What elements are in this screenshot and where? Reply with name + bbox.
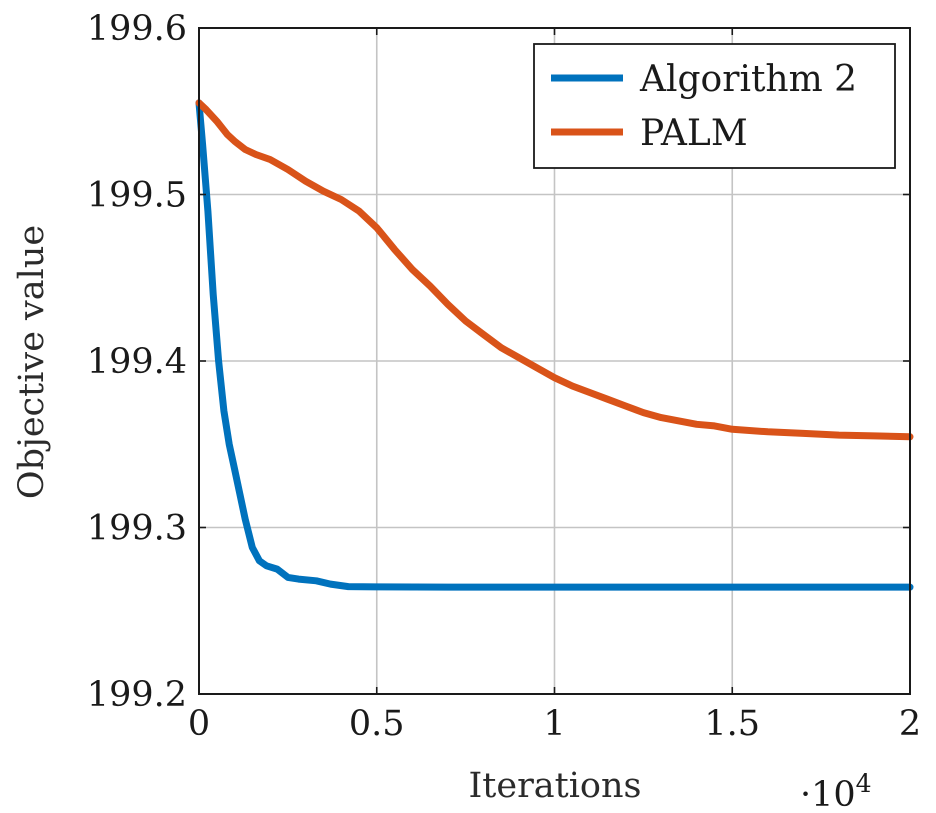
x-axis-scale-base: ·10 [800, 775, 856, 813]
x-tick-label: 1 [543, 704, 565, 744]
x-tick-label: 1.5 [704, 704, 760, 744]
legend-label-algorithm-2: Algorithm 2 [639, 59, 857, 100]
x-axis-ticks: 0 0.5 1 1.5 2 [188, 28, 921, 744]
legend-box [533, 43, 896, 169]
series-layer [195, 99, 914, 591]
x-axis-scale-exponent: 4 [856, 769, 872, 798]
y-tick-label: 199.3 [87, 509, 187, 549]
y-tick-label: 199.2 [87, 675, 187, 715]
legend: Algorithm 2 PALM [533, 43, 896, 169]
x-axis-scale-factor: ·104 [800, 769, 872, 813]
x-tick-label: 2 [899, 704, 921, 744]
y-tick-label: 199.5 [87, 176, 187, 216]
series-line-palm [195, 99, 914, 441]
x-axis-label: Iterations [468, 766, 641, 806]
y-axis-label: Objective value [12, 225, 52, 499]
y-tick-label: 199.6 [87, 9, 187, 49]
y-axis-ticks: 199.2 199.3 199.4 199.5 199.6 [87, 9, 910, 715]
series-line-algorithm-2 [195, 99, 914, 591]
legend-label-palm: PALM [640, 113, 748, 154]
x-tick-label: 0.5 [349, 704, 405, 744]
x-tick-label: 0 [188, 704, 210, 744]
y-tick-label: 199.4 [87, 342, 187, 382]
